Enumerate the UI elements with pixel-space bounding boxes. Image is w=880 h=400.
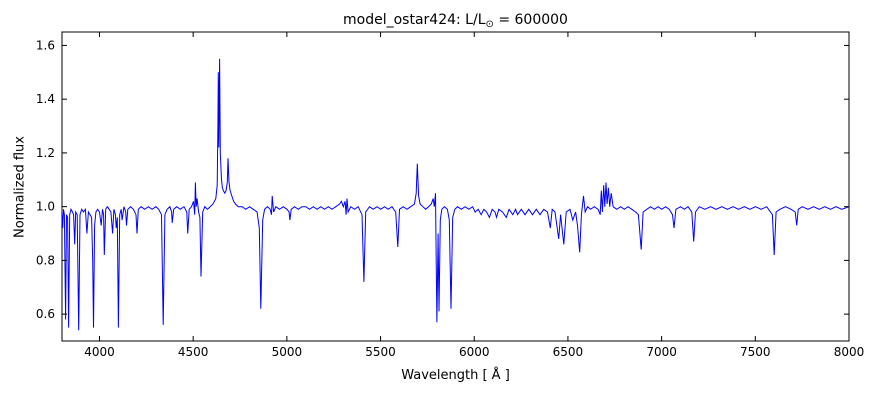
x-tick-label: 6000 (459, 345, 490, 359)
sun-symbol: ⊙ (485, 19, 494, 30)
x-tick-label: 6500 (553, 345, 584, 359)
axes-frame (61, 31, 850, 342)
y-tick-label: 1.4 (36, 92, 55, 106)
spectrum-line (62, 58, 849, 331)
y-tick-label: 1.6 (36, 38, 55, 52)
x-tick-label: 7000 (646, 345, 677, 359)
x-tick-label: 8000 (834, 345, 865, 359)
y-axis-label: Normalized flux (12, 136, 28, 238)
plot-title-prefix: model_ostar424: L/L (343, 12, 486, 28)
y-tick-label: 1.2 (36, 146, 55, 160)
x-tick-label: 4500 (178, 345, 209, 359)
x-tick-label: 5500 (365, 345, 396, 359)
y-tick-label: 1.0 (36, 200, 55, 214)
x-tick-label: 5000 (272, 345, 303, 359)
x-tick-label: 4000 (84, 345, 115, 359)
y-tick-label: 0.6 (36, 307, 55, 321)
plot-title: model_ostar424: L/L⊙ = 600000 (62, 12, 849, 30)
plot-title-suffix: = 600000 (493, 12, 568, 28)
x-axis-label: Wavelength [ Å ] (401, 368, 510, 383)
x-tick-label: 7500 (740, 345, 771, 359)
y-tick-label: 0.8 (36, 253, 55, 267)
